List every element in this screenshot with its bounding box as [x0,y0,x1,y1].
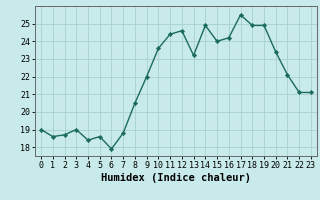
X-axis label: Humidex (Indice chaleur): Humidex (Indice chaleur) [101,173,251,183]
